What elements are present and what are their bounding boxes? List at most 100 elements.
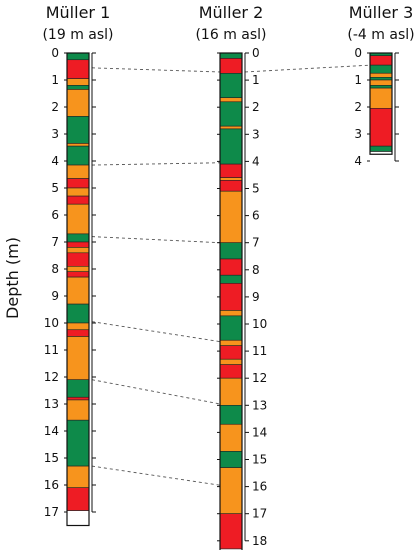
core-2: Müller 2(16 m asl)0123456789101112131415… <box>195 3 267 550</box>
layer-green <box>66 303 90 324</box>
tick-label: 1 <box>354 73 362 87</box>
tick-label: 8 <box>51 262 59 276</box>
tick-label: 12 <box>252 371 267 385</box>
tick-label: 13 <box>44 397 59 411</box>
correlation-lines <box>91 64 371 486</box>
tick-label: 7 <box>252 236 260 250</box>
tick-label: 17 <box>252 507 267 521</box>
tick-label: 14 <box>44 424 59 438</box>
layer-orange <box>219 423 243 452</box>
correlation-line <box>91 67 221 73</box>
layer-red <box>219 513 243 550</box>
layer-orange <box>66 164 90 179</box>
layer-red <box>66 59 90 79</box>
tick-label: 4 <box>252 154 260 168</box>
tick-label: 0 <box>354 46 362 60</box>
layer-red <box>219 345 243 360</box>
layer-red <box>66 241 90 248</box>
layer-orange <box>369 72 393 78</box>
layer-green <box>66 145 90 166</box>
core-3: Müller 3 (-4 m asl) 0 1 2 3 4 <box>347 3 414 168</box>
layer-green <box>219 404 243 425</box>
layer-orange <box>66 336 90 381</box>
core-elevation: (19 m asl) <box>42 27 113 43</box>
tick-label: 16 <box>252 480 267 494</box>
core-outline <box>369 52 393 155</box>
layer-red <box>369 55 393 66</box>
tick-label: 6 <box>51 208 59 222</box>
tick-label: 3 <box>51 127 59 141</box>
layer-orange <box>66 322 90 331</box>
layer-orange <box>219 358 243 365</box>
core-name: Müller 1 <box>46 3 111 22</box>
layer-red <box>66 396 90 401</box>
correlation-line <box>244 64 371 73</box>
tick-label: 5 <box>51 181 59 195</box>
layer-green <box>219 274 243 284</box>
layer-red <box>219 180 243 192</box>
layer-green <box>219 315 243 341</box>
layer-orange <box>219 310 243 317</box>
y-axis-label: Depth (m) <box>3 237 22 319</box>
layer-orange <box>66 78 90 86</box>
correlation-line <box>91 162 221 166</box>
layer-green <box>66 85 90 90</box>
layer-orange <box>219 97 243 103</box>
core-elevation: (16 m asl) <box>195 27 266 43</box>
layer-green <box>219 128 243 165</box>
layer-green <box>369 77 393 81</box>
correlation-line <box>91 236 221 244</box>
layer-red <box>66 271 90 278</box>
layer-orange <box>66 203 90 235</box>
tick-label: 8 <box>252 263 260 277</box>
tick-label: 6 <box>252 209 260 223</box>
layer-green <box>66 233 90 243</box>
layer-orange <box>219 339 243 346</box>
layer-orange <box>219 177 243 181</box>
tick-label: 1 <box>51 73 59 87</box>
layer-red <box>219 283 243 311</box>
layer-red <box>219 58 243 74</box>
layer-green <box>66 52 90 61</box>
tick-label: 3 <box>354 127 362 141</box>
tick-label: 9 <box>252 290 260 304</box>
layer-orange <box>66 143 90 147</box>
layer-white <box>219 548 243 550</box>
tick-label: 15 <box>252 453 267 467</box>
tick-label: 4 <box>354 154 362 168</box>
layer-green <box>66 116 90 144</box>
correlation-line <box>91 465 221 486</box>
layer-orange <box>219 467 243 515</box>
core-name: Müller 2 <box>199 3 264 22</box>
layer-orange <box>66 399 90 421</box>
layer-red <box>66 329 90 337</box>
layer-green <box>369 145 393 152</box>
tick-label: 11 <box>252 344 267 358</box>
layer-orange <box>66 276 90 305</box>
tick-label: 15 <box>44 451 59 465</box>
layer-green <box>219 242 243 260</box>
layer-green <box>219 73 243 99</box>
layer-red <box>219 163 243 178</box>
layer-orange <box>219 377 243 406</box>
tick-label: 2 <box>354 100 362 114</box>
layer-orange <box>66 465 90 489</box>
layer-orange <box>219 190 243 244</box>
layer-orange <box>369 87 393 109</box>
tick-label: 12 <box>44 370 59 384</box>
layer-red <box>66 178 90 189</box>
tick-label: 4 <box>51 154 59 168</box>
core-name: Müller 3 <box>349 3 414 22</box>
core-elevation: (-4 m asl) <box>347 27 414 43</box>
tick-label: 0 <box>252 46 260 60</box>
layer-green <box>369 85 393 89</box>
layer-red <box>219 364 243 379</box>
layer-green <box>66 379 90 398</box>
layer-green <box>219 52 243 59</box>
layer-red <box>66 252 90 267</box>
tick-label: 13 <box>252 398 267 412</box>
layer-orange <box>66 247 90 254</box>
layer-red <box>219 258 243 276</box>
